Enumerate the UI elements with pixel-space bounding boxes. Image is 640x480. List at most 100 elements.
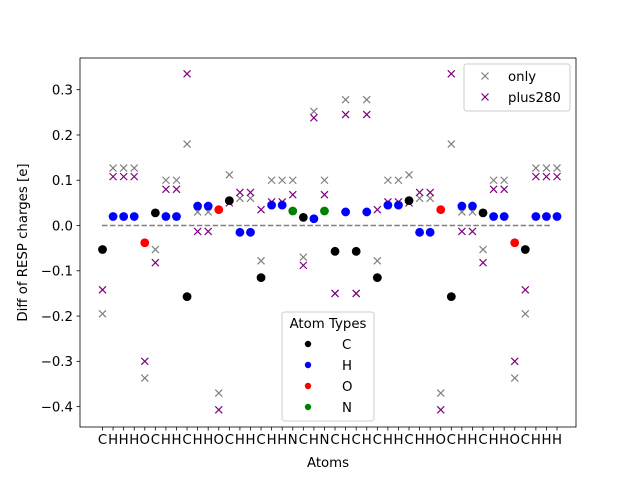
x-axis-label: Atoms [307,456,349,471]
atom-point-c [404,196,414,206]
x-tick-label: C [478,433,487,448]
plus280-point [426,188,435,197]
x-tick-label: C [447,433,456,448]
legend-label: only [508,70,536,85]
atom-point-o [510,238,520,248]
x-tick-label: H [129,433,139,448]
atom-point-h [425,227,435,237]
plus280-point [500,185,509,194]
y-tick-label: −0.1 [41,265,73,280]
only-point [383,176,392,185]
only-point [415,194,424,203]
atom-point-h [362,207,372,217]
plus280-point [130,172,139,181]
x-tick-label: H [245,433,255,448]
x-tick-label: C [182,433,191,448]
only-point [489,176,498,185]
y-tick-label: −0.3 [41,355,73,370]
atom-point-o [436,205,446,215]
plus280-point [246,188,255,197]
plus280-point [204,227,213,236]
atom-point-h [415,227,424,237]
plus280-point [489,185,498,194]
atom-point-h [552,212,562,221]
legend-title: Atom Types [290,317,367,332]
x-tick-label: H [362,433,372,448]
atom-point-h [108,212,118,221]
only-point [320,176,329,185]
atom-point-h [277,200,287,210]
x-tick-label: H [161,433,171,448]
legend-marker [304,361,312,369]
only-point [436,389,445,397]
atom-point-c [520,245,530,254]
only-point [542,164,551,172]
only-point [119,164,128,172]
legend-marker [304,382,312,390]
x-tick-label: H [457,433,467,448]
only-point [373,256,382,265]
x-tick-label: H [267,433,277,448]
atom-point-h [267,200,277,210]
atom-point-c [351,246,361,256]
atom-point-n [320,206,329,216]
x-tick-label: O [140,433,150,448]
atom-point-o [214,205,224,215]
plus280-point [510,357,519,366]
atom-point-h [383,200,393,210]
y-tick-label: −0.4 [41,400,73,415]
atom-point-h [468,201,477,211]
plus280-point [542,172,551,181]
plus280-point [373,205,382,214]
y-tick-label: 0.1 [52,174,73,189]
atom-point-c [224,196,234,206]
x-tick-label: C [521,433,530,448]
only-point [309,107,318,116]
atom-point-h [457,201,467,211]
only-point [278,176,287,185]
x-tick-label: C [98,433,107,448]
atom-point-h [309,214,319,224]
x-tick-label: H [393,433,403,448]
legend-label: plus280 [508,91,561,106]
only-point [479,245,487,254]
atom-point-h [394,200,403,210]
x-tick-label: H [341,433,351,448]
only-point [172,176,181,185]
only-point [510,374,519,383]
plus280-point [531,172,540,181]
plus280-point [436,405,445,414]
only-point [405,170,413,179]
x-tick-label: N [319,433,329,448]
plus280-point [161,185,170,194]
x-tick-label: H [531,433,541,448]
atom-point-h [489,212,498,221]
atom-point-h [203,201,213,211]
plus280-point [415,188,424,197]
atom-point-o [140,238,150,248]
atom-point-c [182,292,192,302]
atom-point-c [98,245,107,254]
atom-point-h [235,227,245,237]
atom-point-h [531,212,541,221]
x-tick-label: C [299,433,308,448]
x-tick-label: H [425,433,435,448]
atom-type-series [98,196,562,302]
plus280-point [109,172,117,181]
plus280-point [457,227,466,236]
y-tick-label: 0.0 [52,219,73,234]
only-point [161,176,170,185]
legend-box [463,63,571,112]
plus280-point [172,185,181,194]
x-tick-label: N [288,433,298,448]
legend-label: N [342,401,352,416]
x-tick-label: C [352,433,361,448]
only-point [362,95,371,104]
x-tick-label: C [225,433,234,448]
x-tick-label: H [119,433,129,448]
plus280-point [331,289,339,298]
legend-label: H [342,359,352,374]
legend-marker [304,340,312,348]
